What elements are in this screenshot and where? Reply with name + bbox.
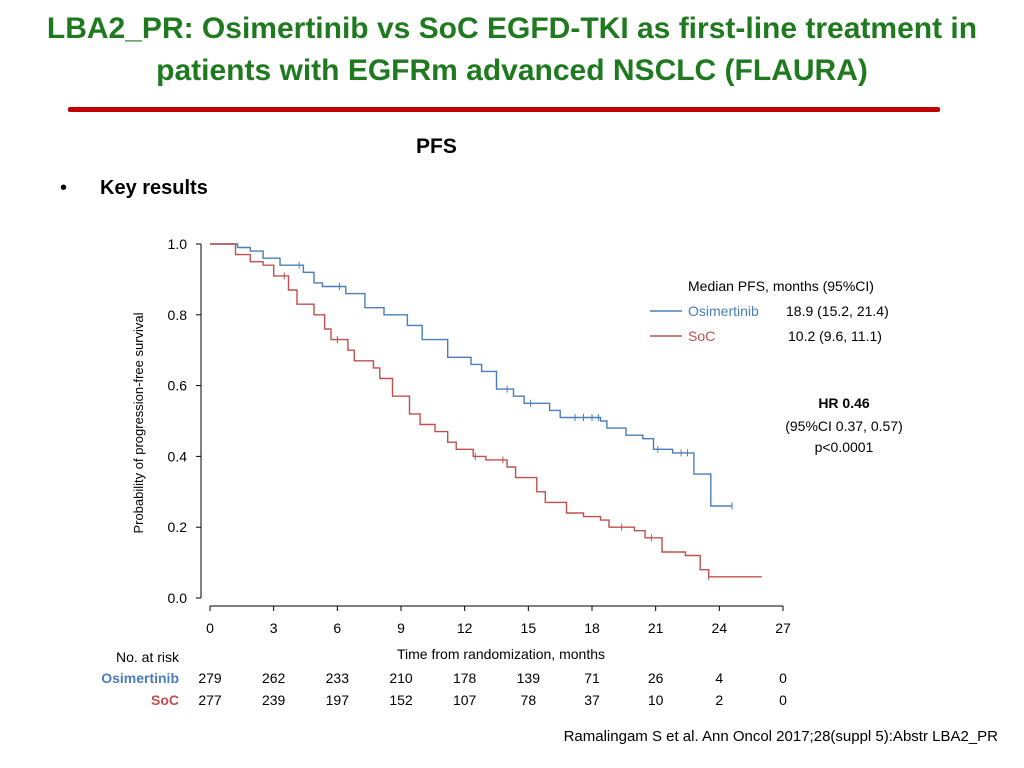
x-tick-label: 24 [712,620,728,636]
y-tick-label: 0.2 [168,519,188,535]
at-risk-value-osimertinib: 178 [453,670,477,686]
chart-censor-marks [283,261,733,581]
at-risk-table: No. at risk Osimertinib SoC 279 262 233 210… [101,649,787,708]
at-risk-value-soc: 37 [584,692,600,708]
y-tick-label: 0.8 [168,307,188,323]
slide-title: LBA2_PR: Osimertinib vs SoC EGFD-TKI as … [46,12,978,87]
at-risk-value-soc: 277 [198,692,222,708]
at-risk-value-soc: 239 [262,692,286,708]
at-risk-value-soc: 107 [453,692,477,708]
chart-axes: 0.0 0.2 0.4 0.6 0.8 1.0 0 3 6 9 12 15 18 21 24 27 [168,236,791,636]
p-value: p<0.0001 [815,439,874,455]
at-risk-value-osimertinib: 71 [584,670,600,686]
x-tick-label: 6 [333,620,341,636]
legend-value-soc: 10.2 (9.6, 11.1) [788,328,882,344]
y-tick-label: 0.4 [168,448,188,464]
at-risk-value-soc: 0 [779,692,787,708]
section-label: PFS [416,135,457,158]
at-risk-label-osimertinib: Osimertinib [101,670,179,686]
legend-name-soc: SoC [688,328,715,344]
x-tick-label: 9 [397,620,405,636]
x-tick-label: 15 [521,620,537,636]
curve-osimertinib [210,243,733,507]
at-risk-value-osimertinib: 0 [779,670,787,686]
x-tick-label: 21 [648,620,664,636]
at-risk-value-osimertinib: 233 [326,670,350,686]
at-risk-value-osimertinib: 279 [198,670,222,686]
hr-ci: (95%CI 0.37, 0.57) [785,418,903,434]
citation: Ramalingam S et al. Ann Oncol 2017;28(su… [563,728,998,745]
at-risk-value-osimertinib: 26 [648,670,664,686]
at-risk-value-osimertinib: 262 [262,670,286,686]
at-risk-value-osimertinib: 139 [517,670,541,686]
y-axis-label: Probability of progression-free survival [131,312,146,533]
x-tick-label: 3 [270,620,278,636]
y-tick-label: 1.0 [168,236,188,252]
legend-value-osimertinib: 18.9 (15.2, 21.4) [786,303,889,319]
x-tick-label: 27 [775,620,791,636]
bullet-dot: • [60,177,68,199]
at-risk-header: No. at risk [116,649,180,665]
legend-name-osimertinib: Osimertinib [688,303,759,319]
x-axis-label: Time from randomization, months [397,646,605,662]
at-risk-value-osimertinib: 4 [715,670,723,686]
hazard-ratio-annotation: HR 0.46 (95%CI 0.37, 0.57) p<0.0001 [785,395,903,455]
chart-curves [210,243,762,578]
legend: Median PFS, months (95%CI) Osimertinib 1… [650,278,889,344]
x-tick-label: 0 [206,620,214,636]
at-risk-value-soc: 2 [715,692,723,708]
y-tick-label: 0.0 [168,590,188,606]
curve-soc [210,243,762,578]
title-underline [68,107,940,112]
at-risk-value-soc: 10 [648,692,664,708]
y-tick-label: 0.6 [168,378,188,394]
legend-header: Median PFS, months (95%CI) [688,278,874,294]
at-risk-value-soc: 152 [389,692,413,708]
at-risk-value-osimertinib: 210 [389,670,413,686]
at-risk-value-soc: 197 [326,692,350,708]
bullet-text: Key results [100,177,208,199]
at-risk-value-soc: 78 [521,692,537,708]
x-tick-label: 12 [457,620,473,636]
x-tick-label: 18 [584,620,600,636]
hr-value: HR 0.46 [818,395,870,411]
at-risk-label-soc: SoC [151,692,179,708]
